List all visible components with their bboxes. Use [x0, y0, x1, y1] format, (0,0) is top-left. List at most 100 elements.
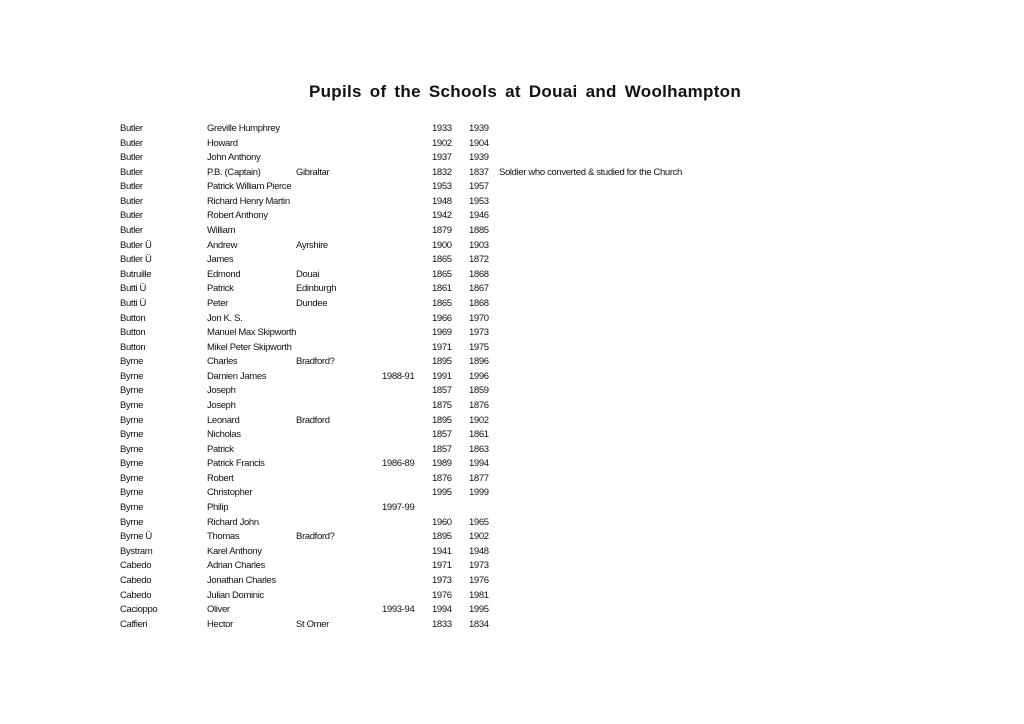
cell-surname: Byrne — [120, 385, 144, 397]
cell-prep: 1997-99 — [382, 502, 415, 514]
cell-from: 1832 — [432, 166, 452, 178]
cell-from: 1876 — [432, 472, 452, 484]
cell-surname: Butler — [120, 195, 143, 207]
cell-forenames: Robert Anthony — [207, 210, 268, 222]
list-item: Butler Howard 1902 1904 — [0, 137, 1024, 152]
cell-forenames: Robert — [207, 472, 234, 484]
cell-surname: Butler — [120, 181, 143, 193]
list-item: Butler Ü Andrew Ayrshire 1900 1903 — [0, 239, 1024, 254]
cell-forenames: Patrick — [207, 283, 234, 295]
cell-forenames: Patrick — [207, 443, 234, 455]
cell-to: 1948 — [469, 545, 489, 557]
list-item: Byrne Leonard Bradford 1895 1902 — [0, 414, 1024, 429]
cell-forenames: Adrian Charles — [207, 560, 265, 572]
cell-from: 1875 — [432, 399, 452, 411]
cell-forenames: Richard John — [207, 516, 259, 528]
cell-to: 1868 — [469, 268, 489, 280]
cell-from: 1973 — [432, 574, 452, 586]
list-item: Butler Greville Humphrey 1933 1939 — [0, 122, 1024, 137]
cell-from: 1937 — [432, 152, 452, 164]
cell-surname: Byrne — [120, 414, 144, 426]
cell-forenames: Mikel Peter Skipworth — [207, 341, 292, 353]
cell-forenames: James — [207, 254, 234, 266]
cell-surname: Bystram — [120, 545, 153, 557]
cell-forenames: Patrick William Pierce — [207, 181, 292, 193]
cell-surname: Butler Ü — [120, 239, 152, 251]
cell-surname: Cacioppo — [120, 604, 158, 616]
cell-forenames: Christopher — [207, 487, 253, 499]
list-item: Byrne Ü Thomas Bradford? 1895 1902 — [0, 530, 1024, 545]
cell-forenames: Leonard — [207, 414, 240, 426]
cell-place: Bradford? — [296, 531, 335, 543]
cell-to: 1896 — [469, 356, 489, 368]
cell-surname: Byrne — [120, 399, 144, 411]
cell-place: Edinburgh — [296, 283, 337, 295]
cell-from: 1865 — [432, 268, 452, 280]
cell-from: 1900 — [432, 239, 452, 251]
cell-from: 1865 — [432, 297, 452, 309]
cell-place: Bradford — [296, 414, 330, 426]
cell-to: 1996 — [469, 370, 489, 382]
cell-to: 1872 — [469, 254, 489, 266]
cell-forenames: Joseph — [207, 399, 236, 411]
cell-forenames: Thomas — [207, 531, 240, 543]
list-item: Byrne Nicholas 1857 1861 — [0, 428, 1024, 443]
cell-to: 1834 — [469, 618, 489, 630]
list-item: Butler John Anthony 1937 1939 — [0, 151, 1024, 166]
cell-to: 1861 — [469, 429, 489, 441]
cell-from: 1857 — [432, 429, 452, 441]
cell-to: 1903 — [469, 239, 489, 251]
cell-from: 1994 — [432, 604, 452, 616]
cell-surname: Butti Ü — [120, 297, 147, 309]
cell-from: 1991 — [432, 370, 452, 382]
list-item: Butler William 1879 1885 — [0, 224, 1024, 239]
cell-to: 1902 — [469, 531, 489, 543]
cell-forenames: Karel Anthony — [207, 545, 262, 557]
list-item: Butler Robert Anthony 1942 1946 — [0, 209, 1024, 224]
cell-to: 1939 — [469, 152, 489, 164]
cell-forenames: Howard — [207, 137, 238, 149]
pupil-list: Butler Greville Humphrey 1933 1939 Butler How… — [0, 122, 1024, 632]
page-title: Pupils of the Schools at Douai and Woolh… — [308, 82, 742, 101]
cell-forenames: P.B. (Captain) — [207, 166, 261, 178]
cell-forenames: Jon K. S. — [207, 312, 243, 324]
cell-place: Ayrshire — [296, 239, 328, 251]
cell-to: 1904 — [469, 137, 489, 149]
cell-to: 1863 — [469, 443, 489, 455]
cell-prep: 1986-89 — [382, 458, 415, 470]
cell-surname: Byrne — [120, 472, 144, 484]
cell-from: 1941 — [432, 545, 452, 557]
list-item: Cabedo Adrian Charles 1971 1973 — [0, 559, 1024, 574]
cell-surname: Byrne — [120, 458, 144, 470]
cell-to: 1999 — [469, 487, 489, 499]
list-item: Butruille Edmond Douai 1865 1868 — [0, 268, 1024, 283]
cell-to: 1877 — [469, 472, 489, 484]
cell-forenames: Hector — [207, 618, 233, 630]
cell-forenames: Richard Henry Martin — [207, 195, 290, 207]
cell-to: 1995 — [469, 604, 489, 616]
list-item: Byrne Richard John 1960 1965 — [0, 516, 1024, 531]
cell-surname: Caffieri — [120, 618, 148, 630]
cell-from: 1895 — [432, 414, 452, 426]
cell-forenames: Peter — [207, 297, 228, 309]
cell-prep: 1988-91 — [382, 370, 415, 382]
cell-to: 1970 — [469, 312, 489, 324]
cell-forenames: Manuel Max Skipworth — [207, 327, 297, 339]
list-item: Byrne Patrick Francis 1986-89 1989 1994 — [0, 457, 1024, 472]
cell-from: 1942 — [432, 210, 452, 222]
cell-surname: Butler — [120, 166, 143, 178]
cell-forenames: Damien James — [207, 370, 267, 382]
cell-place: Dundee — [296, 297, 328, 309]
cell-forenames: Philip — [207, 502, 229, 514]
cell-surname: Cabedo — [120, 589, 152, 601]
list-item: Butler Richard Henry Martin 1948 1953 — [0, 195, 1024, 210]
list-item: Butti Ü Patrick Edinburgh 1861 1867 — [0, 282, 1024, 297]
cell-forenames: Andrew — [207, 239, 238, 251]
cell-to: 1981 — [469, 589, 489, 601]
list-item: Byrne Christopher 1995 1999 — [0, 486, 1024, 501]
cell-to: 1867 — [469, 283, 489, 295]
cell-to: 1837 — [469, 166, 489, 178]
cell-from: 1948 — [432, 195, 452, 207]
cell-forenames: Jonathan Charles — [207, 574, 276, 586]
cell-place: Douai — [296, 268, 320, 280]
